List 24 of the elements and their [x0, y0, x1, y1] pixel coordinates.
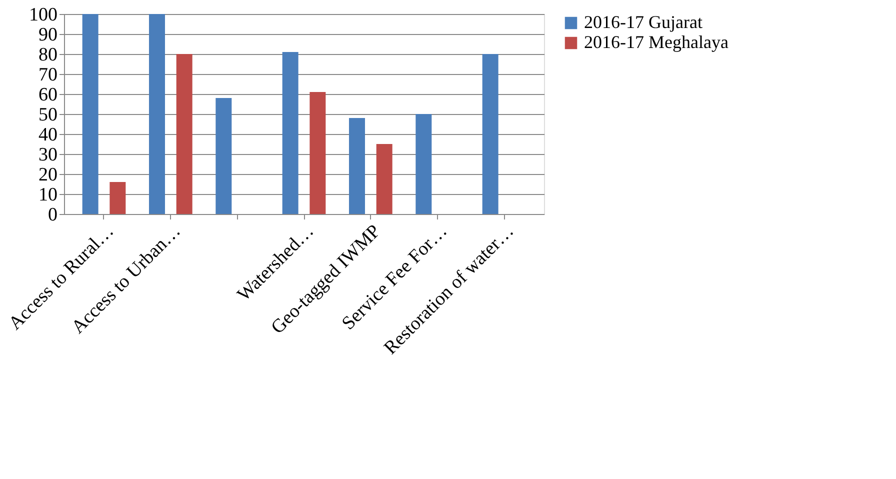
y-tick-label: 10 [38, 184, 58, 206]
y-tick-label: 100 [29, 4, 58, 26]
bar [310, 92, 326, 214]
bar [482, 54, 498, 214]
bar [376, 144, 392, 214]
bar [282, 52, 298, 214]
bar [82, 14, 98, 214]
bar [176, 54, 192, 214]
bar [148, 14, 165, 214]
bar [110, 182, 126, 214]
y-tick-label: 30 [38, 144, 58, 166]
y-tick-label: 0 [48, 204, 58, 226]
y-tick-label: 20 [38, 164, 58, 186]
y-tick-label: 40 [38, 124, 58, 146]
legend-label: 2016-17 Gujarat [584, 12, 702, 32]
y-tick-label: 80 [38, 44, 58, 66]
y-tick-label: 90 [38, 24, 58, 46]
bar [348, 118, 365, 214]
bar [216, 98, 232, 214]
y-tick-label: 70 [38, 64, 58, 86]
y-tick-label: 50 [38, 104, 58, 126]
y-tick-label: 60 [38, 84, 58, 106]
bar [416, 114, 432, 214]
legend-label: 2016-17 Meghalaya [584, 32, 728, 52]
